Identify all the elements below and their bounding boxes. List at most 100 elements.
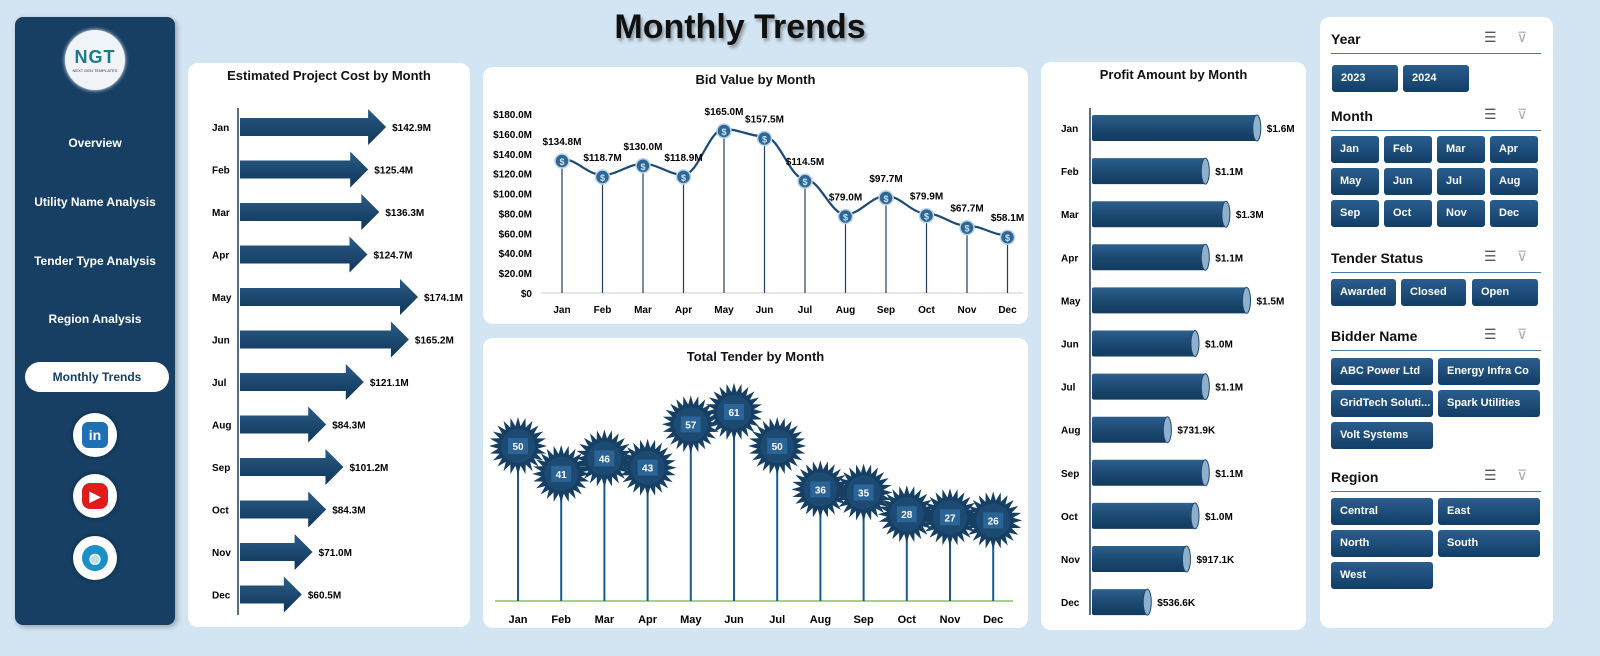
slicer-region-option[interactable]: Central <box>1331 498 1433 525</box>
slicer-month-option[interactable]: Aug <box>1490 168 1538 195</box>
clear-filter-icon[interactable]: ⊽ <box>1517 29 1528 45</box>
slicer-month-option[interactable]: May <box>1331 168 1379 195</box>
slicer-month-option[interactable]: Sep <box>1331 200 1379 227</box>
slicer-month-option[interactable]: Feb <box>1384 136 1432 163</box>
y-tick-label: $40.0M <box>499 249 532 260</box>
youtube-button[interactable]: ▶ <box>73 474 117 518</box>
bar-cap <box>1190 330 1200 357</box>
bar <box>1092 201 1226 228</box>
bar-cap <box>1181 545 1191 573</box>
nav-tender-type-analysis[interactable]: Tender Type Analysis <box>34 254 156 268</box>
page-title: Monthly Trends <box>614 8 866 46</box>
multi-select-icon[interactable]: ☰ <box>1484 29 1497 45</box>
clear-filter-icon[interactable]: ⊽ <box>1517 326 1528 342</box>
slicer-month-option[interactable]: Mar <box>1437 136 1485 163</box>
bar-arrow <box>240 236 368 273</box>
slicer-bidder-name-option[interactable]: Spark Utilities <box>1438 390 1540 417</box>
x-tick-label: Jul <box>798 305 813 316</box>
money-bag-icon <box>675 169 692 185</box>
slicer-region-option[interactable]: South <box>1438 530 1540 557</box>
money-bag-icon <box>837 208 854 225</box>
tick-label: Feb <box>1061 167 1079 178</box>
bar <box>1092 416 1168 443</box>
label-box <box>853 484 874 501</box>
logo[interactable]: NGT NEXT GEN TEMPLATES <box>65 30 125 90</box>
data-label: $101.2M <box>349 463 388 474</box>
x-tick-label: Dec <box>983 614 1003 626</box>
x-tick-label: Jan <box>553 305 570 316</box>
slicer-bidder-name-option[interactable]: Volt Systems <box>1331 422 1433 449</box>
estimated-cost-chart: Jan $142.9M Feb $125.4M Mar $136.3M Apr $124.7M… <box>212 108 463 615</box>
data-label: 43 <box>642 464 654 475</box>
label-box <box>594 450 615 467</box>
slicer-panel: Year ☰ ⊽ 2023 2024 Month ☰ ⊽ Jan Feb Mar Apr May Jun J… <box>1320 17 1553 628</box>
slicer-region-option[interactable]: West <box>1331 562 1433 589</box>
x-tick-label: Sep <box>854 614 874 626</box>
slicer-month-option[interactable]: Oct <box>1384 200 1432 227</box>
data-label: $125.4M <box>374 166 413 177</box>
data-label: 35 <box>858 489 870 500</box>
data-label: $1.1M <box>1215 253 1243 264</box>
slicer-bidder-name-option[interactable]: Energy Infra Co <box>1438 358 1540 385</box>
bar-arrow <box>240 109 387 145</box>
data-label: $136.3M <box>385 208 424 219</box>
slicer-tender-status-option[interactable]: Awarded <box>1331 279 1396 306</box>
bar <box>1092 373 1206 400</box>
data-label: 41 <box>556 470 568 481</box>
slicer-month-option[interactable]: Apr <box>1490 136 1538 163</box>
slicer-year-option[interactable]: 2024 <box>1403 65 1469 92</box>
label-box <box>940 509 960 526</box>
data-label: 27 <box>944 513 956 524</box>
nav-region-analysis[interactable]: Region Analysis <box>48 312 142 326</box>
money-bag-icon <box>959 219 975 236</box>
multi-select-icon[interactable]: ☰ <box>1484 106 1497 122</box>
slicer-month-option[interactable]: Jun <box>1384 168 1432 195</box>
slicer-year-option[interactable]: 2023 <box>1332 65 1398 92</box>
clear-filter-icon[interactable]: ⊽ <box>1517 106 1528 122</box>
nav-utility-name-analysis[interactable]: Utility Name Analysis <box>34 195 156 209</box>
money-bag-symbol: $ <box>1005 233 1010 243</box>
profit-panel: Profit Amount by Month Jan $1.6M Feb $1.1M M… <box>1041 62 1306 630</box>
bar <box>1092 330 1195 357</box>
slicer-month-option[interactable]: Dec <box>1490 200 1538 227</box>
data-label: $118.9M <box>664 153 702 164</box>
y-tick-label: $120.0M <box>493 170 532 181</box>
tick-label: Jun <box>1061 340 1079 351</box>
tick-label: Jun <box>212 336 230 347</box>
data-label: $1.0M <box>1205 512 1233 523</box>
slicer-divider <box>1331 272 1541 273</box>
multi-select-icon[interactable]: ☰ <box>1484 326 1497 342</box>
x-tick-label: Jun <box>724 614 744 626</box>
slicer-month-option[interactable]: Jan <box>1331 136 1379 163</box>
slicer-region-option[interactable]: North <box>1331 530 1433 557</box>
clear-filter-icon[interactable]: ⊽ <box>1517 467 1528 483</box>
tick-label: Sep <box>212 463 230 474</box>
slicer-month-title: Month <box>1331 108 1373 124</box>
slicer-bidder-name-option[interactable]: GridTech Soluti... <box>1331 390 1433 417</box>
slicer-region-option[interactable]: East <box>1438 498 1540 525</box>
multi-select-icon[interactable]: ☰ <box>1484 467 1497 483</box>
linkedin-button[interactable]: in <box>73 413 117 457</box>
slicer-month-option[interactable]: Nov <box>1437 200 1485 227</box>
data-label: $97.7M <box>869 174 902 185</box>
slicer-tender-status-option[interactable]: Open <box>1472 279 1538 306</box>
bar-arrow <box>240 449 344 485</box>
data-label: $58.1M <box>991 213 1024 224</box>
slicer-tender-status-option[interactable]: Closed <box>1401 279 1466 306</box>
tick-label: Jan <box>212 123 229 134</box>
website-button[interactable]: ◍ <box>73 536 117 580</box>
slicer-month-option[interactable]: Jul <box>1437 168 1485 195</box>
x-tick-label: Oct <box>898 614 917 626</box>
slicer-bidder-name-option[interactable]: ABC Power Ltd <box>1331 358 1433 385</box>
multi-select-icon[interactable]: ☰ <box>1484 248 1497 264</box>
data-label: 50 <box>512 442 524 453</box>
nav-overview[interactable]: Overview <box>68 136 122 150</box>
tick-label: Oct <box>1061 512 1078 523</box>
tick-label: Mar <box>1061 210 1079 221</box>
bar-arrow <box>240 406 327 443</box>
bar-cap <box>1221 200 1231 228</box>
nav-monthly-trends[interactable]: Monthly Trends <box>25 362 169 392</box>
clear-filter-icon[interactable]: ⊽ <box>1517 248 1528 264</box>
data-label: 28 <box>901 510 913 521</box>
tick-label: Jul <box>212 378 227 389</box>
